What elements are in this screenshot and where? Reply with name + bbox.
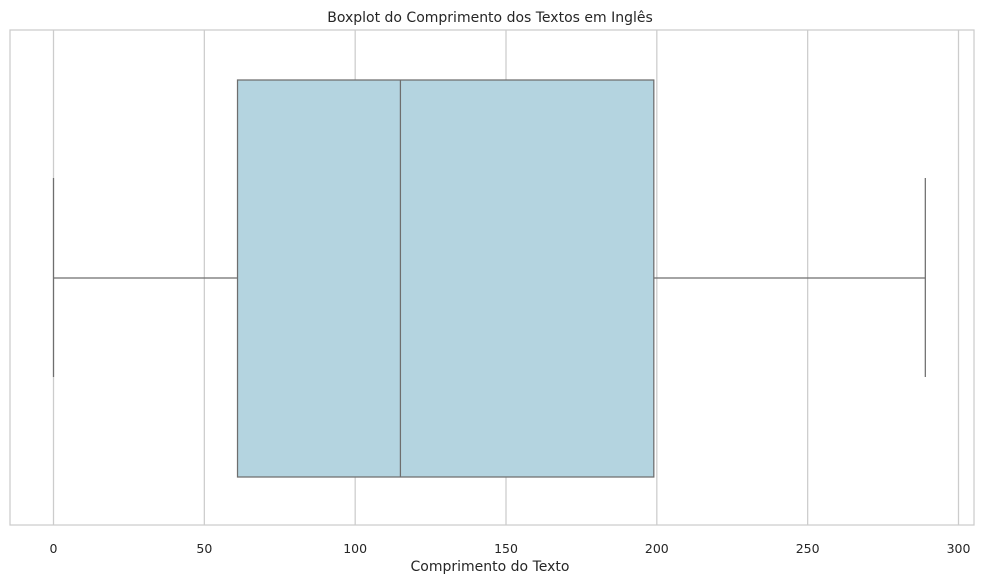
plot-area	[52, 79, 926, 478]
x-tick-label: 300	[947, 541, 971, 556]
x-axis-label: Comprimento do Texto	[411, 559, 570, 575]
x-tick-label: 150	[494, 541, 518, 556]
x-tick-label: 50	[196, 541, 212, 556]
plot-frame	[9, 29, 975, 526]
iqr-box	[236, 79, 655, 478]
x-tick-label: 200	[645, 541, 669, 556]
x-axis-ticks: 0 50 100 150 200 250 300	[50, 541, 971, 556]
x-tick-label: 0	[50, 541, 58, 556]
chart-title: Boxplot do Comprimento dos Textos em Ing…	[327, 10, 653, 26]
x-tick-label: 250	[796, 541, 820, 556]
x-tick-label: 100	[343, 541, 367, 556]
